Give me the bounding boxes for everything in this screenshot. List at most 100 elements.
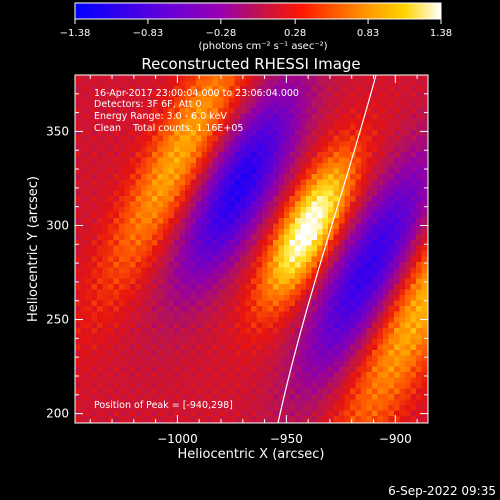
- heatmap-cell: [267, 245, 274, 252]
- heatmap-cell: [416, 130, 422, 136]
- heatmap-cell: [91, 394, 98, 400]
- heatmap-cell: [399, 300, 406, 307]
- heatmap-cell: [339, 273, 345, 279]
- heatmap-cell: [251, 135, 257, 142]
- heatmap-cell: [135, 185, 142, 191]
- heatmap-cell: [196, 108, 202, 114]
- heatmap-cell: [207, 240, 213, 246]
- heatmap-cell: [218, 174, 224, 180]
- heatmap-cell: [229, 300, 235, 307]
- heatmap-cell: [130, 201, 136, 208]
- heatmap-cell: [201, 394, 208, 400]
- heatmap-cell: [207, 317, 213, 323]
- heatmap-cell: [267, 157, 274, 164]
- heatmap-cell: [410, 185, 417, 191]
- heatmap-cell: [322, 152, 329, 158]
- heatmap-cell: [245, 317, 252, 323]
- heatmap-cell: [179, 229, 186, 235]
- heatmap-cell: [295, 317, 301, 323]
- heatmap-cell: [223, 86, 230, 92]
- heatmap-cell: [124, 157, 131, 164]
- heatmap-cell: [399, 339, 406, 345]
- heatmap-cell: [300, 421, 307, 423]
- heatmap-cell: [311, 317, 318, 323]
- heatmap-cell: [201, 306, 208, 312]
- heatmap-cell: [311, 350, 318, 356]
- heatmap-cell: [157, 135, 164, 142]
- heatmap-cell: [196, 344, 202, 351]
- heatmap-cell: [80, 152, 87, 158]
- heatmap-cell: [410, 229, 417, 235]
- heatmap-cell: [284, 185, 290, 191]
- heatmap-cell: [212, 141, 219, 147]
- heatmap-cell: [119, 212, 125, 219]
- heatmap-cell: [322, 328, 329, 334]
- heatmap-cell: [311, 201, 318, 208]
- heatmap-cell: [196, 317, 202, 323]
- heatmap-cell: [328, 328, 334, 334]
- heatmap-cell: [201, 80, 208, 87]
- heatmap-cell: [163, 108, 169, 114]
- heatmap-cell: [86, 218, 92, 224]
- heatmap-cell: [344, 405, 351, 411]
- heatmap-cell: [383, 75, 389, 81]
- heatmap-cell: [119, 322, 125, 329]
- heatmap-cell: [267, 394, 274, 400]
- heatmap-cell: [223, 361, 230, 367]
- heatmap-cell: [322, 124, 329, 131]
- heatmap-cell: [152, 256, 158, 263]
- heatmap-cell: [388, 190, 395, 197]
- heatmap-cell: [245, 113, 252, 120]
- heatmap-cell: [372, 256, 378, 263]
- heatmap-cell: [163, 75, 169, 81]
- heatmap-cell: [190, 399, 197, 406]
- heatmap-cell: [383, 405, 389, 411]
- heatmap-cell: [372, 311, 378, 318]
- heatmap-cell: [152, 366, 158, 373]
- heatmap-cell: [394, 251, 400, 257]
- heatmap-cell: [284, 174, 290, 180]
- heatmap-cell: [130, 267, 136, 274]
- heatmap-cell: [97, 196, 103, 202]
- heatmap-cell: [185, 218, 191, 224]
- heatmap-cell: [317, 135, 323, 142]
- heatmap-cell: [262, 201, 268, 208]
- heatmap-cell: [234, 399, 241, 406]
- heatmap-cell: [421, 124, 428, 131]
- heatmap-cell: [130, 141, 136, 147]
- heatmap-cell: [146, 240, 153, 246]
- heatmap-cell: [251, 91, 257, 98]
- heatmap-cell: [124, 317, 131, 323]
- heatmap-cell: [113, 146, 120, 153]
- heatmap-cell: [251, 333, 257, 340]
- heatmap-cell: [108, 377, 114, 384]
- heatmap-cell: [333, 278, 340, 285]
- heatmap-cell: [207, 141, 213, 147]
- heatmap-cell: [300, 350, 307, 356]
- heatmap-cell: [289, 322, 296, 329]
- heatmap-cell: [355, 168, 362, 175]
- heatmap-cell: [130, 91, 136, 98]
- heatmap-cell: [372, 245, 378, 252]
- heatmap-cell: [223, 108, 230, 114]
- heatmap-cell: [75, 388, 81, 395]
- heatmap-cell: [119, 278, 125, 285]
- heatmap-cell: [75, 339, 81, 345]
- heatmap-cell: [322, 322, 329, 329]
- heatmap-cell: [328, 394, 334, 400]
- heatmap-cell: [355, 251, 362, 257]
- heatmap-cell: [355, 207, 362, 213]
- heatmap-cell: [339, 245, 345, 252]
- heatmap-cell: [218, 190, 224, 197]
- heatmap-cell: [245, 130, 252, 136]
- heatmap-cell: [163, 102, 169, 109]
- heatmap-cell: [388, 86, 395, 92]
- heatmap-cell: [168, 289, 175, 296]
- heatmap-cell: [185, 157, 191, 164]
- heatmap-cell: [410, 212, 417, 219]
- heatmap-cell: [333, 377, 340, 384]
- heatmap-cell: [245, 135, 252, 142]
- heatmap-cell: [218, 240, 224, 246]
- heatmap-cell: [289, 267, 296, 274]
- heatmap-cell: [350, 251, 356, 257]
